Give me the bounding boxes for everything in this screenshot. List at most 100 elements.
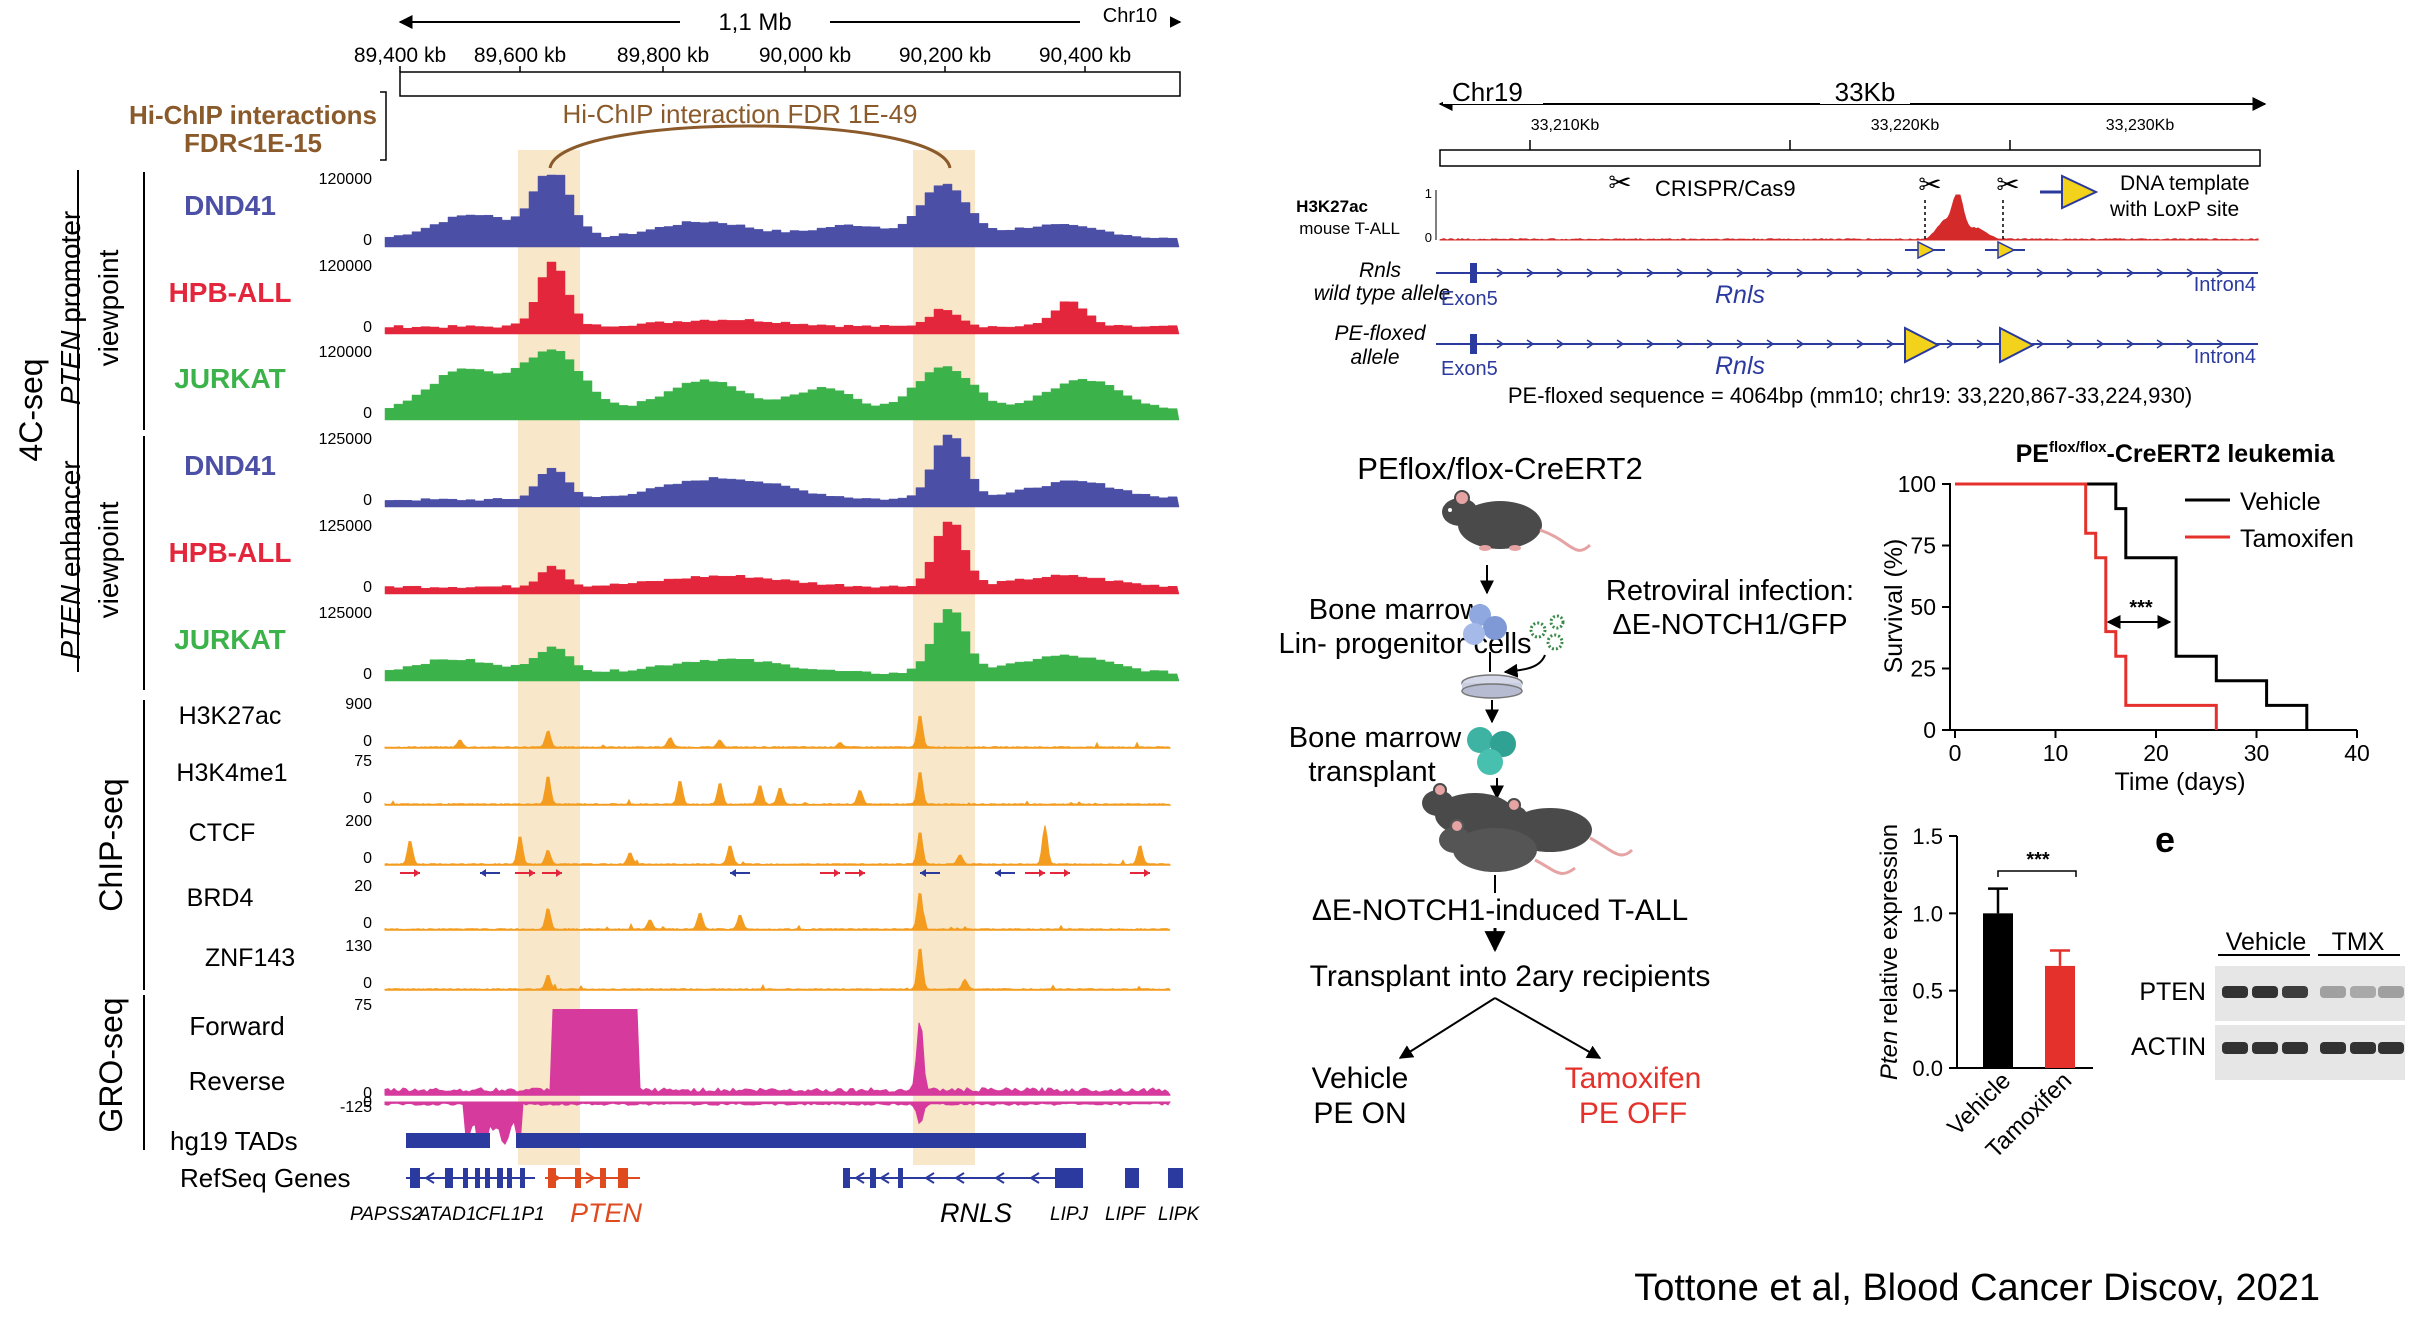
survival-ytick-label: 75 xyxy=(1910,533,1936,559)
intron-chevron xyxy=(1496,268,1505,278)
gro-forward-min: 0 xyxy=(363,1085,372,1102)
scheme-arrow-infection xyxy=(1503,654,1546,678)
tracks-4c: DND41 120000 0 HPB-ALL 120000 0 JURKAT 120000 0 D… xyxy=(169,171,1180,683)
survival-xtick-label: 30 xyxy=(2244,740,2270,766)
intron-chevron xyxy=(2006,268,2015,278)
locus-chrom-bg xyxy=(1443,76,1543,104)
wb-band-pten xyxy=(2252,986,2278,998)
track-4c-max: 125000 xyxy=(319,431,372,448)
intron-chevron xyxy=(1556,339,1565,349)
coordinate-ruler xyxy=(399,71,1181,97)
bar-ytick-label: 0.0 xyxy=(1912,1056,1943,1081)
track-chip-min: 0 xyxy=(363,850,372,867)
wb-band-actin xyxy=(2252,1042,2278,1054)
ctcf-arrowhead xyxy=(1039,869,1045,877)
track-chip-signal xyxy=(384,715,1172,749)
intron-chevron xyxy=(1736,339,1745,349)
transplant-line2: transplant xyxy=(1308,756,1435,788)
gene-label-lipj: LIPJ xyxy=(1050,1204,1089,1225)
wb-group-vehicle: Vehicle xyxy=(2226,928,2307,956)
tamoxifen-arm-line1: Tamoxifen xyxy=(1565,1062,1702,1095)
bar-ylabel: Pten relative expression xyxy=(1876,824,1903,1080)
intron-chevron xyxy=(2186,268,2195,278)
tad-block-1 xyxy=(406,1133,490,1148)
infection-line2: ΔE-NOTCH1/GFP xyxy=(1612,609,1847,641)
track-4c-min: 0 xyxy=(363,666,372,683)
scissors-icon-1: ✂ xyxy=(1608,167,1631,198)
pten-expression-chart: 0.0 0.5 1.0 1.5 *** Pten relative expressio… xyxy=(1876,824,2093,1164)
gene-exon-pten xyxy=(618,1168,628,1188)
gro-reverse-min: -125 xyxy=(340,1099,372,1116)
intron-chevron xyxy=(1706,268,1715,278)
gene-block-lipk xyxy=(1168,1168,1183,1188)
infection-line1: Retroviral infection: xyxy=(1606,575,1854,607)
transplant-line1: Bone marrow xyxy=(1289,722,1463,754)
citation: Tottone et al, Blood Cancer Discov, 2021 xyxy=(1634,1267,2320,1309)
wb-band-pten xyxy=(2350,986,2376,998)
vehicle-arm-line1: Vehicle xyxy=(1312,1062,1409,1095)
pe-sequence-info: PE-floxed sequence = 4064bp (mm10; chr19… xyxy=(1508,383,2192,408)
survival-xtick-label: 20 xyxy=(2143,740,2169,766)
intron-chevron xyxy=(1766,268,1775,278)
intron-chevron xyxy=(1946,339,1955,349)
intron-chevron xyxy=(1886,268,1895,278)
gene-strand-chevron xyxy=(585,1172,596,1184)
ctcf-arrowhead xyxy=(730,869,736,877)
intron-chevron xyxy=(1616,339,1625,349)
intron-chevron xyxy=(2066,339,2075,349)
tad-block-2 xyxy=(516,1133,1086,1148)
loxp-legend-icon xyxy=(2061,174,2099,210)
locus-tick-1: 33,210Kb xyxy=(1531,117,1600,134)
locus-tick-3: 33,230Kb xyxy=(2106,117,2175,134)
survival-ytick-label: 25 xyxy=(1910,656,1936,682)
promoter-viewpoint-line1: PTEN promoter xyxy=(55,211,86,406)
scheme-arrow-tamoxifen xyxy=(1494,997,1602,1059)
bar-ytick-label: 1.5 xyxy=(1912,824,1943,849)
track-4c-name: DND41 xyxy=(184,450,276,481)
track-chip-name: ZNF143 xyxy=(205,944,295,972)
secondary-transplant-label: Transplant into 2ary recipients xyxy=(1310,960,1711,993)
ctcf-arrowhead xyxy=(1144,869,1150,877)
scale-label-bg xyxy=(680,8,830,36)
gro-forward-max: 75 xyxy=(354,997,372,1014)
gene-exon-pten xyxy=(575,1168,581,1188)
refseq-genes-label: RefSeq Genes xyxy=(180,1163,351,1193)
survival-xlabel: Time (days) xyxy=(2114,768,2245,796)
intron-chevron xyxy=(1766,339,1775,349)
wt-exon5 xyxy=(1470,263,1477,283)
bar-tamoxifen xyxy=(2045,965,2075,1068)
track-chip-signal xyxy=(384,825,1172,866)
track-4c-max: 125000 xyxy=(319,605,372,622)
gene-exon xyxy=(410,1168,420,1188)
gene-strand-chevron xyxy=(1029,1172,1040,1184)
vehicle-arm-line2: PE ON xyxy=(1313,1097,1406,1130)
track-chip-name: CTCF xyxy=(189,819,256,847)
survival-ticks: 0 10 20 30 40 0 25 50 75 100 xyxy=(1898,471,2370,766)
wb-band-actin xyxy=(2350,1042,2376,1054)
track-4c-min: 0 xyxy=(363,232,372,249)
track-chip-name: H3K27ac xyxy=(179,702,282,730)
survival-ytick-label: 0 xyxy=(1923,717,1936,743)
virus-icon xyxy=(1529,614,1565,651)
gene-label-atad1: ATAD1 xyxy=(417,1204,476,1225)
bar-ticks: 0.0 0.5 1.0 1.5 xyxy=(1912,824,1957,1081)
wb-band-pten xyxy=(2282,986,2308,998)
intron-chevron xyxy=(2036,339,2045,349)
transduced-cells-icon xyxy=(1467,727,1516,775)
panel-letter-e: e xyxy=(2155,819,2175,860)
gene-strand-chevron xyxy=(924,1172,935,1184)
bar-ytick-label: 0.5 xyxy=(1912,979,1943,1004)
track-4c-signal xyxy=(384,174,1180,248)
gro-forward-name: Forward xyxy=(189,1011,284,1041)
bm-label-line1: Bone marrow xyxy=(1309,594,1483,626)
intron-chevron xyxy=(2096,268,2105,278)
coordinate-tick-label: 89,400 kb xyxy=(354,44,446,67)
locus-chrom: Chr19 xyxy=(1452,77,1523,107)
gene-exon-pten xyxy=(548,1168,556,1188)
scheme-arrow-vehicle xyxy=(1398,997,1496,1059)
intron-chevron xyxy=(1646,268,1655,278)
gene-exon xyxy=(843,1168,850,1188)
wb-group-tmx: TMX xyxy=(2332,928,2385,956)
bar-ytick-label: 1.0 xyxy=(1912,901,1943,926)
